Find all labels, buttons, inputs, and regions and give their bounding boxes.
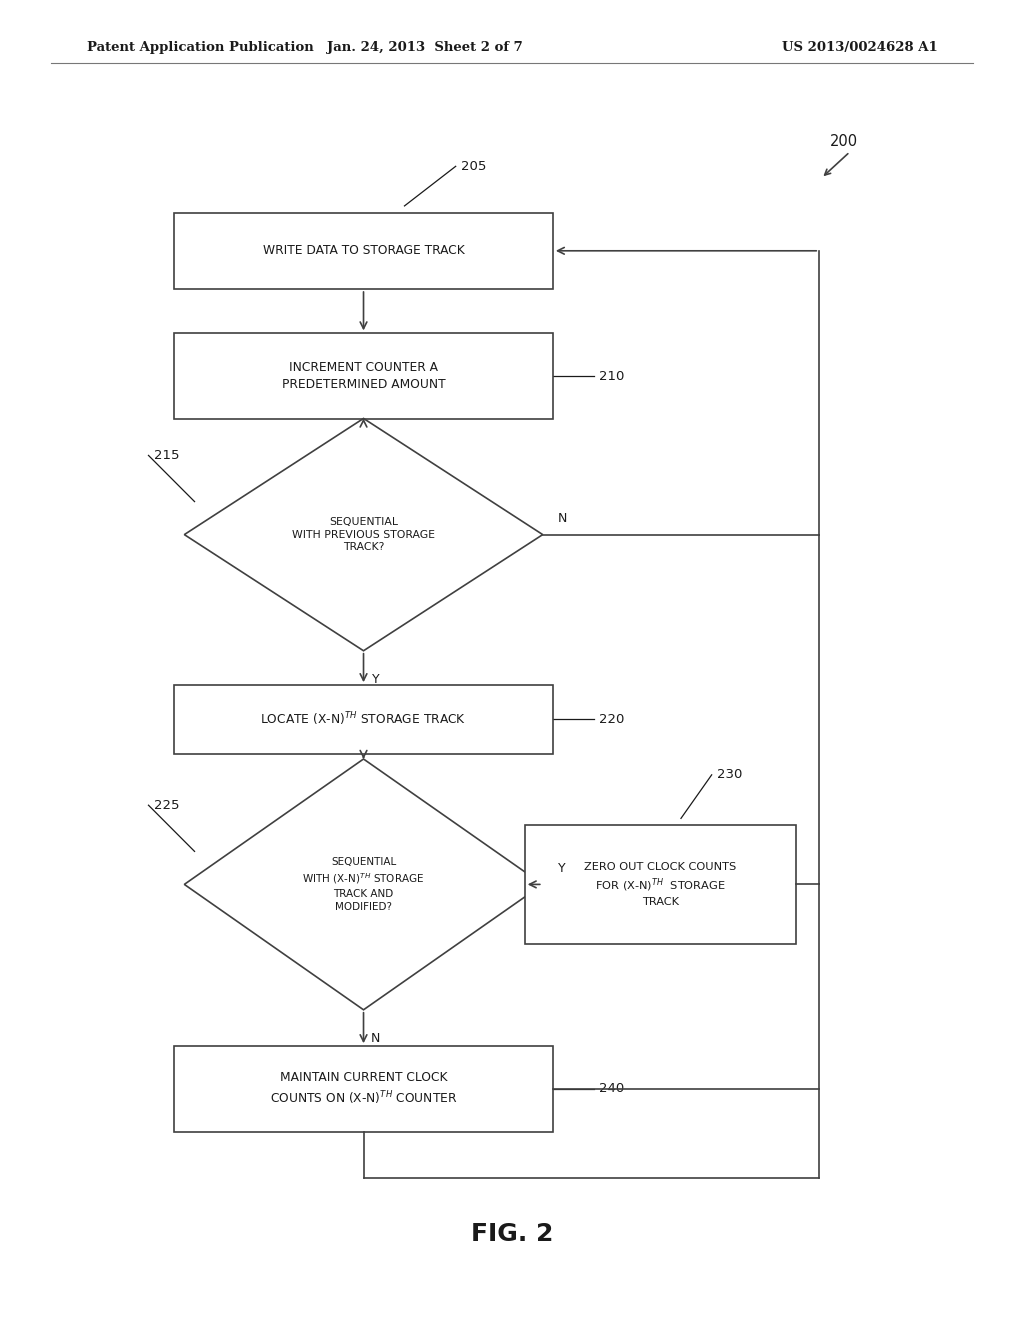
Text: SEQUENTIAL
WITH (X-N)$^{TH}$ STORAGE
TRACK AND
MODIFIED?: SEQUENTIAL WITH (X-N)$^{TH}$ STORAGE TRA…	[302, 857, 425, 912]
FancyBboxPatch shape	[174, 333, 553, 420]
Text: N: N	[558, 512, 567, 525]
Text: SEQUENTIAL
WITH PREVIOUS STORAGE
TRACK?: SEQUENTIAL WITH PREVIOUS STORAGE TRACK?	[292, 517, 435, 552]
Text: FIG. 2: FIG. 2	[471, 1222, 553, 1246]
Text: Y: Y	[558, 862, 565, 875]
Text: INCREMENT COUNTER A
PREDETERMINED AMOUNT: INCREMENT COUNTER A PREDETERMINED AMOUNT	[282, 362, 445, 391]
Text: N: N	[371, 1032, 381, 1045]
Text: 225: 225	[154, 799, 179, 812]
Text: US 2013/0024628 A1: US 2013/0024628 A1	[782, 41, 938, 54]
FancyBboxPatch shape	[524, 825, 797, 944]
FancyBboxPatch shape	[174, 213, 553, 289]
Text: 220: 220	[599, 713, 625, 726]
Polygon shape	[184, 759, 543, 1010]
FancyBboxPatch shape	[174, 1045, 553, 1133]
FancyBboxPatch shape	[174, 685, 553, 754]
Text: LOCATE (X-N)$^{TH}$ STORAGE TRACK: LOCATE (X-N)$^{TH}$ STORAGE TRACK	[260, 710, 467, 729]
Text: Jan. 24, 2013  Sheet 2 of 7: Jan. 24, 2013 Sheet 2 of 7	[327, 41, 523, 54]
Text: 215: 215	[154, 449, 179, 462]
Text: 205: 205	[461, 160, 486, 173]
Text: 230: 230	[717, 768, 742, 781]
Text: Y: Y	[372, 673, 380, 686]
Text: 200: 200	[829, 133, 857, 149]
Text: 240: 240	[599, 1082, 625, 1096]
Text: WRITE DATA TO STORAGE TRACK: WRITE DATA TO STORAGE TRACK	[262, 244, 465, 257]
Text: ZERO OUT CLOCK COUNTS
FOR (X-N)$^{TH}$  STORAGE
TRACK: ZERO OUT CLOCK COUNTS FOR (X-N)$^{TH}$ S…	[585, 862, 736, 907]
Polygon shape	[184, 418, 543, 651]
Text: MAINTAIN CURRENT CLOCK
COUNTS ON (X-N)$^{TH}$ COUNTER: MAINTAIN CURRENT CLOCK COUNTS ON (X-N)$^…	[269, 1072, 458, 1106]
Text: Patent Application Publication: Patent Application Publication	[87, 41, 313, 54]
Text: 210: 210	[599, 370, 625, 383]
